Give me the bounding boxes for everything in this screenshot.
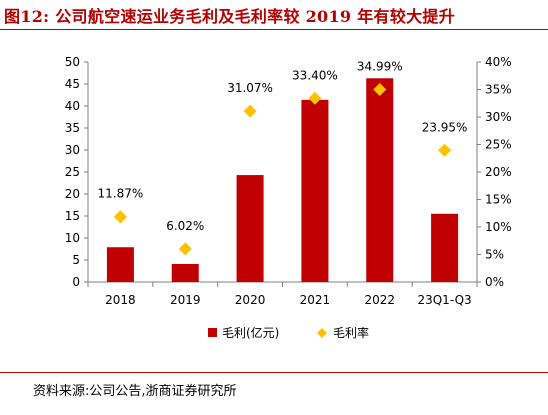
right-tick-label: 15% <box>485 193 512 207</box>
x-tick-label: 2019 <box>170 293 201 307</box>
right-y-axis: 0% 5% 10% 15% 20% 25% 30% 35% 40% <box>476 55 512 289</box>
margin-point <box>308 91 322 105</box>
left-tick-label: 0 <box>72 275 80 289</box>
legend: 毛利(亿元) 毛利率 <box>208 325 369 340</box>
x-axis: 2018 2019 2020 2021 2022 23Q1-Q3 <box>87 281 478 307</box>
bar-chart: 0 5 10 15 20 25 30 35 40 45 50 0% 5% 10% 15% 20% 25% 30%… <box>65 55 512 340</box>
bar <box>106 247 134 282</box>
right-tick-label: 10% <box>485 220 512 234</box>
legend-bar-swatch <box>208 328 217 337</box>
left-tick-label: 20 <box>65 187 80 201</box>
x-tick-label: 2020 <box>235 293 266 307</box>
footer-divider <box>0 372 548 373</box>
right-tick-label: 40% <box>485 55 512 69</box>
right-tick-label: 35% <box>485 83 512 97</box>
x-tick-label: 2018 <box>105 293 136 307</box>
left-tick-label: 30 <box>65 143 80 157</box>
left-tick-label: 40 <box>65 99 80 113</box>
title-divider <box>0 29 548 30</box>
left-tick-label: 10 <box>65 231 80 245</box>
bar <box>236 175 264 282</box>
left-tick-label: 25 <box>65 165 80 179</box>
margin-series: 11.87% 6.02% 31.07% 33.40% 34.99% 23.95% <box>98 60 468 256</box>
left-tick-label: 50 <box>65 55 80 69</box>
legend-marker-label: 毛利率 <box>333 325 369 340</box>
bar <box>171 263 199 282</box>
left-tick-label: 5 <box>72 253 80 267</box>
x-tick-label: 2022 <box>364 293 395 307</box>
data-label: 23.95% <box>422 120 468 134</box>
margin-point <box>178 242 192 256</box>
legend-marker-swatch <box>317 328 327 338</box>
data-label: 31.07% <box>227 81 273 95</box>
margin-point <box>438 143 452 157</box>
data-label: 6.02% <box>166 219 204 233</box>
x-tick-label: 2021 <box>300 293 331 307</box>
left-tick-label: 45 <box>65 77 80 91</box>
bar <box>301 99 329 282</box>
margin-point <box>373 83 387 97</box>
left-tick-label: 35 <box>65 121 80 135</box>
figure-title: 图12: 公司航空速运业务毛利及毛利率较 2019 年有较大提升 <box>4 7 456 26</box>
right-tick-label: 30% <box>485 110 512 124</box>
left-tick-label: 15 <box>65 209 80 223</box>
x-tick-label: 23Q1-Q3 <box>417 293 471 307</box>
data-label: 11.87% <box>98 187 144 201</box>
margin-point <box>113 210 127 224</box>
right-tick-label: 5% <box>485 248 504 262</box>
source-note: 资料来源:公司公告,浙商证券研究所 <box>33 384 237 399</box>
right-tick-label: 25% <box>485 138 512 152</box>
right-tick-label: 20% <box>485 165 512 179</box>
data-label: 34.99% <box>357 60 403 74</box>
bar <box>431 213 459 282</box>
margin-point <box>243 104 257 118</box>
bar <box>366 78 394 282</box>
right-tick-label: 0% <box>485 275 504 289</box>
legend-bar-label: 毛利(亿元) <box>222 325 279 340</box>
data-label: 33.40% <box>292 68 338 82</box>
bar-series <box>106 78 459 282</box>
left-y-axis: 0 5 10 15 20 25 30 35 40 45 50 <box>65 55 89 289</box>
